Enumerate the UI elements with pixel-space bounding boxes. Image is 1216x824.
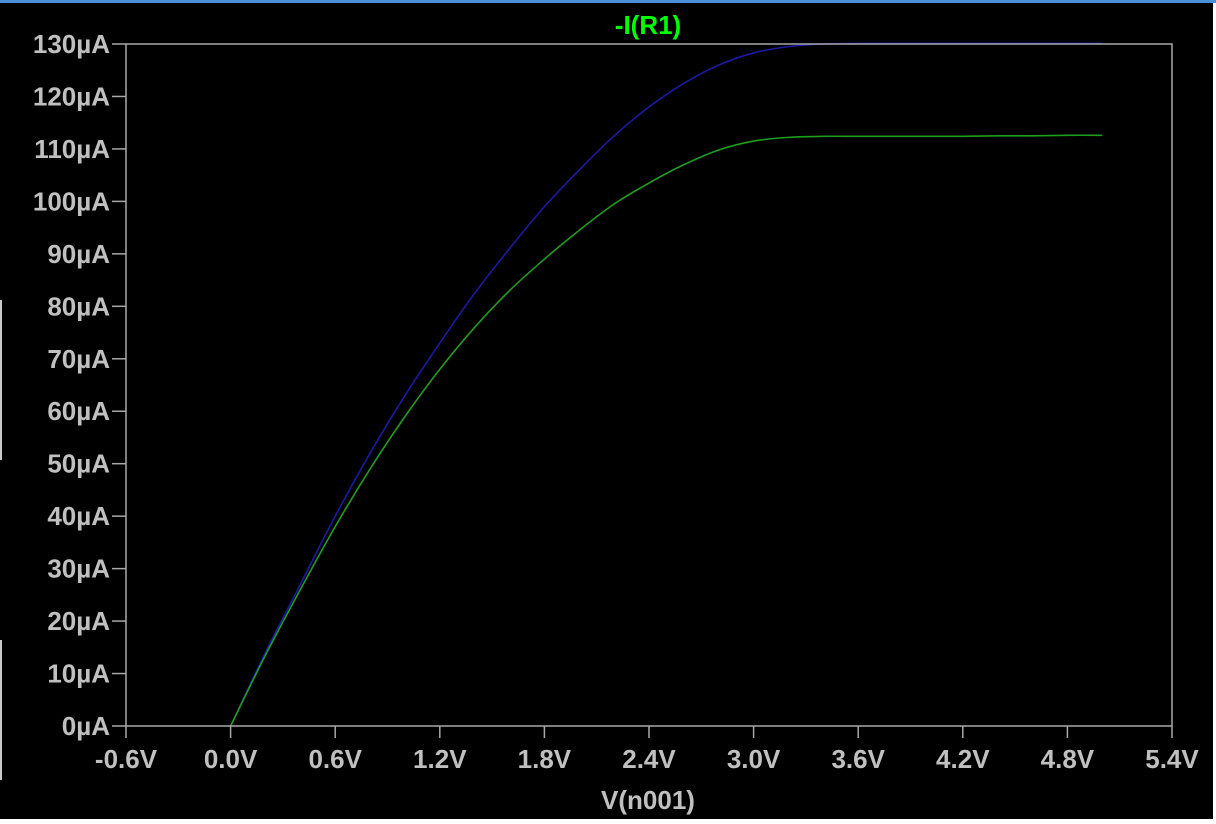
y-tick-label: 80µA bbox=[47, 291, 110, 321]
y-tick-label: 100µA bbox=[33, 186, 110, 216]
left-frame-mark bbox=[0, 640, 2, 780]
x-tick-label: 4.2V bbox=[936, 744, 990, 774]
y-axis[interactable]: 0µA 10µA 20µA 30µA 40µA 50µA 60µA 70µA 80µA 90µA 1… bbox=[33, 29, 126, 741]
x-tick-label: 3.0V bbox=[727, 744, 781, 774]
x-tick-label: 2.4V bbox=[622, 744, 676, 774]
x-tick-label: 1.8V bbox=[518, 744, 572, 774]
waveform-plot-pane[interactable]: 0µA 10µA 20µA 30µA 40µA 50µA 60µA 70µA 80µA 90µA 1… bbox=[0, 3, 1213, 819]
chart-title[interactable]: -I(R1) bbox=[615, 10, 681, 40]
y-tick-label: 0µA bbox=[62, 711, 110, 741]
window-top-edge bbox=[0, 0, 1216, 3]
x-tick-label: 0.0V bbox=[204, 744, 258, 774]
plot-frame bbox=[125, 43, 1173, 727]
y-tick-label: 40µA bbox=[47, 501, 110, 531]
x-tick-label: 4.8V bbox=[1041, 744, 1095, 774]
y-tick-label: 20µA bbox=[47, 606, 110, 636]
x-tick-label: 1.2V bbox=[413, 744, 467, 774]
y-tick-label: 60µA bbox=[47, 396, 110, 426]
y-tick-label: 50µA bbox=[47, 449, 110, 479]
x-tick-label: 0.6V bbox=[308, 744, 362, 774]
x-tick-label: 3.6V bbox=[831, 744, 885, 774]
x-axis[interactable]: -0.6V 0.0V 0.6V 1.2V 1.8V 2.4V 3.0V 3.6V 4.2V 4.8… bbox=[95, 726, 1199, 774]
y-tick-label: 30µA bbox=[47, 554, 110, 584]
x-tick-label: -0.6V bbox=[95, 744, 158, 774]
series-line-2[interactable] bbox=[229, 134, 1103, 727]
y-tick-label: 130µA bbox=[33, 29, 110, 59]
left-frame-mark bbox=[0, 300, 2, 460]
waveform-chart[interactable]: 0µA 10µA 20µA 30µA 40µA 50µA 60µA 70µA 80µA 90µA 1… bbox=[0, 3, 1213, 819]
y-tick-label: 120µA bbox=[33, 81, 110, 111]
y-tick-label: 110µA bbox=[34, 134, 110, 164]
y-tick-label: 90µA bbox=[47, 239, 110, 269]
x-axis-label[interactable]: V(n001) bbox=[601, 785, 695, 815]
x-tick-label: 5.4V bbox=[1145, 744, 1199, 774]
y-tick-label: 70µA bbox=[47, 344, 110, 374]
y-tick-label: 10µA bbox=[47, 659, 110, 689]
series-layer bbox=[229, 42, 1103, 727]
series-line-1[interactable] bbox=[229, 42, 1103, 727]
